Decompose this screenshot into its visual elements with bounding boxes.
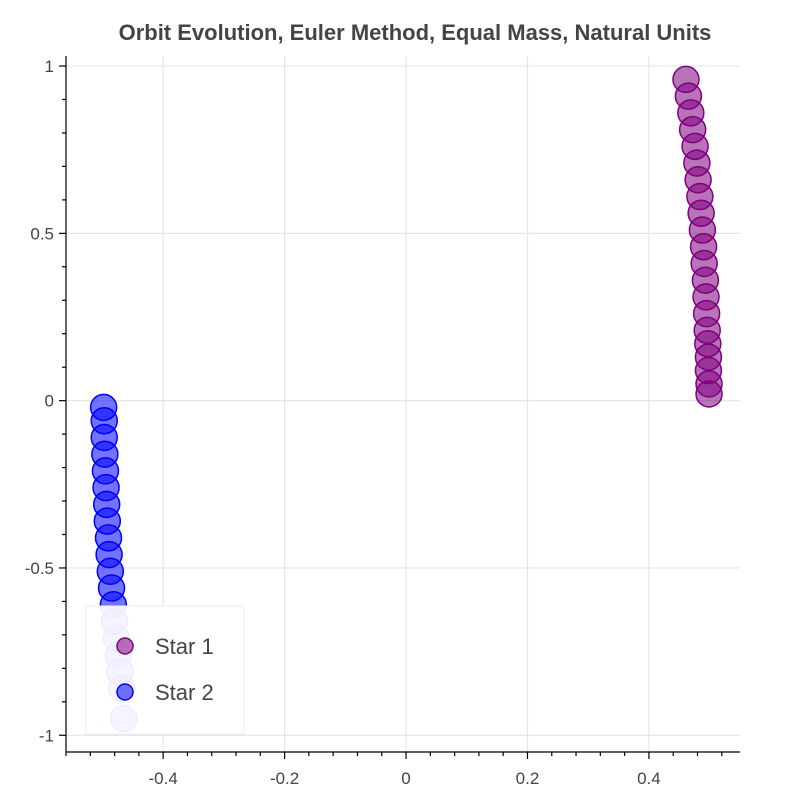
y-tick-label: 0.5 <box>30 224 54 243</box>
legend-marker <box>116 637 134 655</box>
x-tick-label: 0.2 <box>516 769 540 788</box>
y-tick-label: -0.5 <box>25 559 54 578</box>
legend: Star 1 Star 2 <box>85 605 245 735</box>
x-tick-label: -0.2 <box>270 769 299 788</box>
legend-box <box>85 605 245 735</box>
chart-title: Orbit Evolution, Euler Method, Equal Mas… <box>119 20 712 45</box>
x-tick-label: 0.4 <box>637 769 661 788</box>
x-tick-label: -0.4 <box>149 769 178 788</box>
legend-label: Star 1 <box>155 634 214 659</box>
series-1 <box>672 65 723 408</box>
axes: -0.4 -0.2 0 0.2 0.4 -1 -0.5 0 0.5 1 <box>25 56 740 788</box>
legend-label: Star 2 <box>155 680 214 705</box>
legend-marker <box>116 683 134 701</box>
grid-lines <box>66 56 740 752</box>
y-tick-label: 1 <box>45 57 54 76</box>
y-tick-label: -1 <box>39 726 54 745</box>
y-tick-label: 0 <box>45 392 54 411</box>
x-tick-label: 0 <box>401 769 410 788</box>
data-point <box>695 380 723 408</box>
